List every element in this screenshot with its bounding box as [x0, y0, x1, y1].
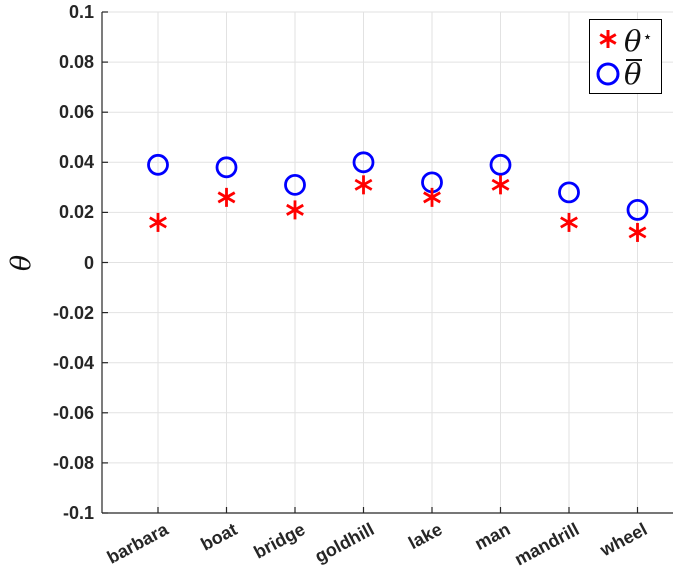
x-tick-label-wheel: wheel — [597, 519, 651, 561]
y-tick-label: 0.06 — [58, 102, 94, 123]
y-tick-label: 0.04 — [58, 152, 94, 173]
y-tick-label: 0.02 — [58, 202, 94, 223]
legend-item-theta-star: θ⋆ — [592, 21, 659, 57]
data-point-asterisk-mandrill — [560, 212, 578, 232]
y-axis-label: θ — [6, 254, 37, 272]
x-tick-label-barbara: barbara — [103, 519, 172, 568]
data-point-circle-mandrill — [558, 181, 580, 204]
y-tick-label: 0.1 — [68, 2, 94, 22]
data-point-asterisk-bridge — [286, 200, 304, 220]
legend-label-theta-star: θ⋆ — [624, 23, 653, 58]
data-point-circle-boat — [215, 156, 238, 179]
y-tick-label: -0.1 — [62, 503, 94, 523]
data-point-asterisk-barbara — [149, 212, 167, 232]
x-tick-label-boat: boat — [196, 519, 240, 555]
y-tick-label: -0.06 — [52, 402, 94, 423]
x-tick-label-bridge: bridge — [250, 519, 309, 563]
data-point-asterisk-wheel — [628, 222, 647, 242]
data-point-circle-goldhill — [352, 151, 375, 174]
y-tick-label: -0.04 — [52, 352, 94, 373]
circle-marker-icon — [596, 62, 620, 86]
x-tick-label-goldhill: goldhill — [311, 519, 377, 567]
x-tick-label-mandrill: mandrill — [511, 519, 583, 570]
legend: θ⋆ θ — [589, 19, 662, 94]
legend-label-theta-bar: θ — [624, 57, 643, 92]
y-tick-label: 0 — [83, 252, 94, 273]
data-point-asterisk-lake — [423, 187, 441, 207]
x-tick-label-lake: lake — [405, 519, 446, 554]
asterisk-marker-icon — [599, 29, 617, 48]
x-tick-label-man: man — [471, 519, 514, 555]
y-axis-tick-labels: 0.1 0.08 0.06 0.04 0.02 0 -0.02 -0.04 -0.06 -0.08… — [0, 0, 96, 581]
data-point-circle-bridge — [284, 173, 306, 196]
y-tick-label: 0.08 — [58, 52, 94, 73]
data-point-asterisk-man — [491, 175, 510, 195]
y-tick-label: -0.02 — [52, 302, 94, 323]
data-point-asterisk-boat — [217, 187, 236, 207]
legend-item-theta-bar: θ — [592, 57, 659, 93]
data-point-circle-wheel — [626, 198, 649, 221]
data-point-asterisk-goldhill — [354, 175, 373, 195]
data-point-circle-man — [489, 153, 512, 176]
data-point-circle-barbara — [147, 153, 169, 176]
y-tick-label: -0.08 — [52, 452, 94, 473]
